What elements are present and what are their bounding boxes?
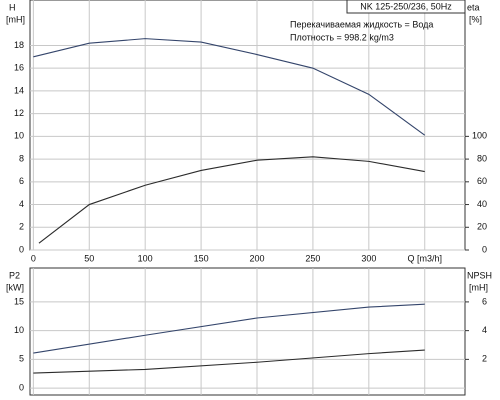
plot-area [29, 0, 466, 251]
y2-axis-label: NPSH [467, 270, 492, 280]
y-tick-label: 10 [14, 131, 24, 141]
y-tick-label: 16 [14, 63, 24, 73]
x-tick-label: 0 [31, 253, 36, 263]
info-line: Перекачиваемая жидкость = Вода [290, 19, 433, 29]
y-tick-label: 18 [14, 40, 24, 50]
y2-tick-label: 20 [477, 222, 487, 232]
y2-tick-label: 80 [477, 153, 487, 163]
y2-tick-label: 2 [482, 354, 487, 364]
y-axis-unit: [kW] [6, 282, 24, 292]
title: NK 125-250/236, 50Hz [360, 1, 452, 11]
y-tick-label: 15 [14, 296, 24, 306]
y2-tick-label: 0 [482, 244, 487, 254]
y-tick-label: 2 [19, 222, 24, 232]
y2-tick-label: 4 [482, 325, 487, 335]
info-line: Плотность = 998.2 kg/m3 [290, 32, 394, 42]
x-tick-label: 200 [249, 253, 264, 263]
y-tick-label: 14 [14, 85, 24, 95]
x-tick-label: 150 [194, 253, 209, 263]
y-axis-label: P2 [9, 270, 20, 280]
curve [38, 156, 425, 244]
x-tick-label: 100 [138, 253, 153, 263]
curve [33, 349, 425, 374]
y-axis-unit: [mH] [6, 14, 25, 24]
y2-axis-label: eta [467, 2, 480, 12]
plot-area [29, 267, 466, 396]
x-tick-label: 300 [361, 253, 376, 263]
y-axis-label: H [9, 2, 16, 12]
y2-axis-unit: [mH] [469, 282, 488, 292]
y-tick-label: 12 [14, 108, 24, 118]
y-tick-label: 8 [19, 153, 24, 163]
y2-tick-label: 40 [477, 199, 487, 209]
y2-tick-label: 100 [472, 131, 487, 141]
y2-tick-label: 6 [482, 296, 487, 306]
y2-tick-label: 60 [477, 176, 487, 186]
y2-axis-unit: [%] [469, 14, 482, 24]
title-box [346, 0, 466, 14]
y-tick-label: 4 [19, 199, 24, 209]
y-tick-label: 5 [19, 354, 24, 364]
y-tick-label: 0 [19, 382, 24, 392]
curve [33, 38, 426, 136]
curve [33, 303, 425, 354]
x-axis-label: Q [m3/h] [407, 253, 442, 263]
x-tick-label: 250 [305, 253, 320, 263]
x-tick-label: 50 [84, 253, 94, 263]
y-tick-label: 10 [14, 325, 24, 335]
y-tick-label: 6 [19, 176, 24, 186]
y-tick-label: 0 [19, 244, 24, 254]
